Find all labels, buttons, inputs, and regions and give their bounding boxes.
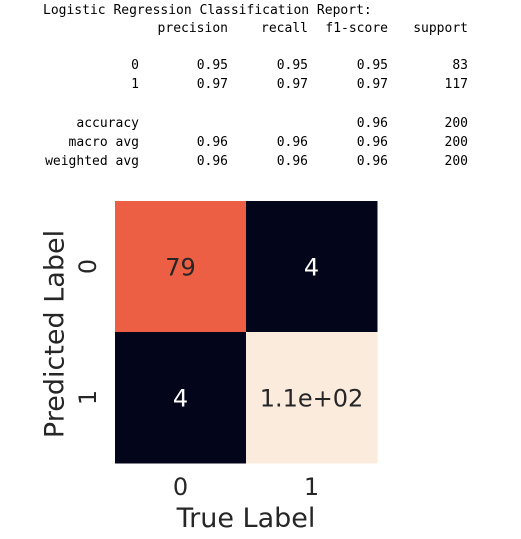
y-tick-label: 1 bbox=[74, 390, 102, 405]
cell-annotation: 4 bbox=[304, 254, 319, 282]
cell-annotation: 1.1e+02 bbox=[260, 385, 364, 413]
x-tick-label: 1 bbox=[304, 473, 319, 501]
cell-annotation: 4 bbox=[173, 385, 188, 413]
x-axis-label: True Label bbox=[176, 503, 316, 534]
cell-annotation: 79 bbox=[165, 254, 196, 282]
x-tick-label: 0 bbox=[173, 473, 188, 501]
y-tick-label: 0 bbox=[74, 259, 102, 274]
y-axis-label: Predicted Label bbox=[40, 230, 71, 438]
